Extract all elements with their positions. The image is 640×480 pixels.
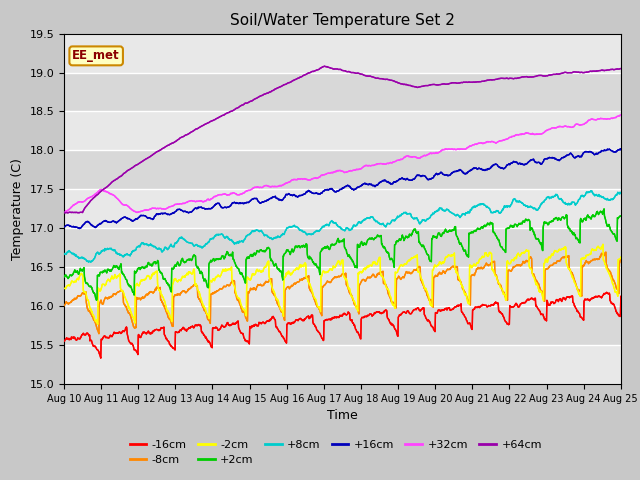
Bar <box>64 34 621 72</box>
Bar <box>64 267 621 306</box>
Bar <box>64 189 621 228</box>
Text: EE_met: EE_met <box>72 49 120 62</box>
Legend: -16cm, -8cm, -2cm, +2cm, +8cm, +16cm, +32cm, +64cm: -16cm, -8cm, -2cm, +2cm, +8cm, +16cm, +3… <box>125 435 547 469</box>
Title: Soil/Water Temperature Set 2: Soil/Water Temperature Set 2 <box>230 13 455 28</box>
X-axis label: Time: Time <box>327 409 358 422</box>
Bar <box>64 228 621 267</box>
Bar <box>64 111 621 150</box>
Y-axis label: Temperature (C): Temperature (C) <box>11 158 24 260</box>
Bar <box>64 306 621 345</box>
Bar <box>64 150 621 189</box>
Bar <box>64 72 621 111</box>
Bar <box>64 345 621 384</box>
